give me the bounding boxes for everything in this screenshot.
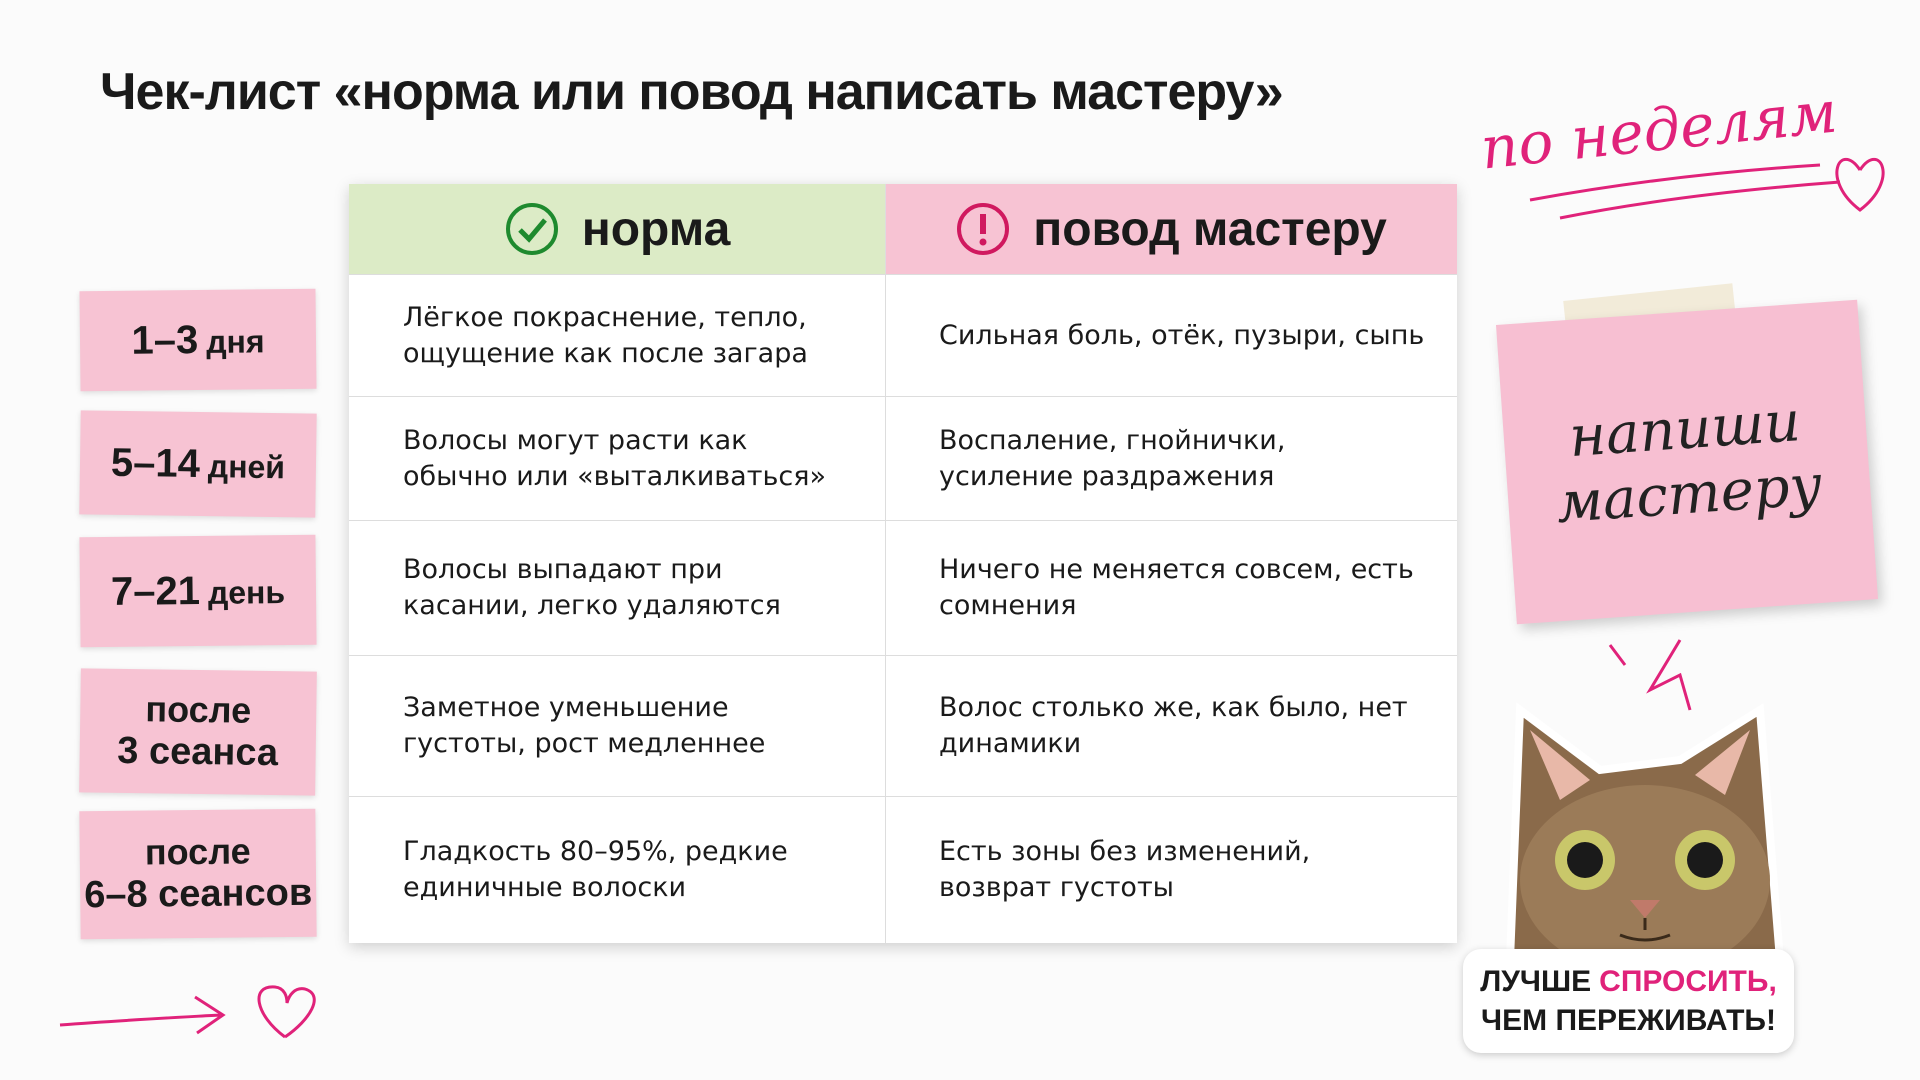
cell-concern: Волос столько же, как было, нет динамики (885, 655, 1457, 796)
period-line: 5–14 дней (111, 440, 286, 488)
period-label: 1–3 дня (79, 288, 317, 392)
cell-normal: Волосы выпадают при касании, легко удаля… (349, 520, 885, 655)
cell-concern: Воспаление, гнойнички, усиление раздраже… (885, 396, 1457, 520)
period-line: после (144, 830, 251, 874)
period-label: 7–21 день (79, 534, 317, 648)
cat-illustration (1505, 639, 1785, 960)
period-label: 5–14 дней (79, 410, 317, 518)
sticky-note: напиши мастеру (1495, 299, 1879, 625)
period-number: 1–3 (131, 317, 199, 363)
period-line: 1–3 дня (131, 316, 265, 363)
period-label: после 6–8 сеансов (79, 808, 317, 940)
cell-normal: Лёгкое покраснение, тепло, ощущение как … (349, 274, 885, 396)
check-icon (505, 203, 558, 255)
header-text: норма (581, 202, 731, 256)
cell-normal: Волосы могут расти как обычно или «вытал… (349, 396, 885, 520)
cell-normal: Заметное уменьшение густоты, рост медлен… (349, 655, 885, 796)
period-unit: дней (207, 448, 286, 486)
title: Чек-лист «норма или повод написать масте… (100, 63, 1284, 121)
period-line: 6–8 сеансов (83, 871, 313, 917)
period-label: после 3 сеанса (79, 668, 317, 796)
checklist-table: норма повод мастеру Лёгкое покраснение, … (349, 184, 1457, 943)
sticker-highlight: СПРОСИТЬ, (1599, 965, 1777, 998)
period-number: 5–14 (110, 440, 201, 487)
sticker-line: ЛУЧШЕ СПРОСИТЬ, (1480, 962, 1777, 1001)
cell-normal: Гладкость 80–95%, редкие единичные волос… (349, 796, 885, 943)
period-line: 7–21 день (111, 567, 286, 615)
period-unit: день (207, 574, 286, 611)
period-line: после (145, 688, 252, 732)
period-unit: дня (206, 323, 265, 360)
period-line: 3 сеанса (117, 729, 279, 774)
decor-scribble (1529, 157, 1885, 220)
cell-concern: Есть зоны без изменений, возврат густоты (885, 796, 1457, 943)
sticker-text: ЛУЧШЕ (1480, 965, 1592, 998)
sticker-line: ЧЕМ ПЕРЕЖИВАТЬ! (1481, 1004, 1776, 1037)
header-concern: повод мастеру (885, 184, 1457, 274)
decor-arrow (59, 985, 316, 1039)
header-normal: норма (349, 184, 885, 274)
alert-icon (957, 203, 1010, 255)
period-number: 7–21 (110, 568, 201, 614)
cell-concern: Ничего не меняется совсем, есть сомнения (885, 520, 1457, 655)
header-text: повод мастеру (1033, 202, 1387, 256)
column-divider (885, 184, 886, 943)
sticker: ЛУЧШЕ СПРОСИТЬ, ЧЕМ ПЕРЕЖИВАТЬ! (1463, 949, 1794, 1053)
cell-concern: Сильная боль, отёк, пузыри, сыпь (885, 274, 1457, 396)
